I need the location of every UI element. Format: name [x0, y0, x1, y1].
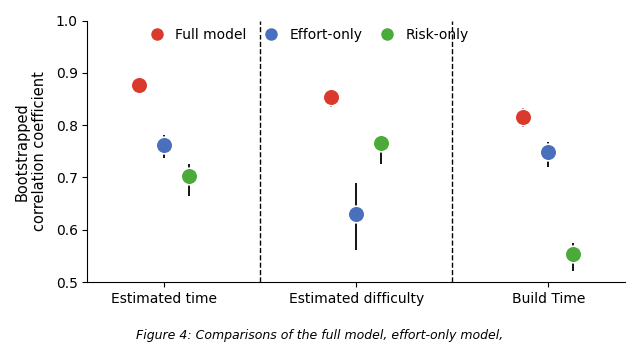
Legend: Full model, Effort-only, Risk-only: Full model, Effort-only, Risk-only	[138, 22, 474, 47]
Y-axis label: Bootstrapped
correlation coefficient: Bootstrapped correlation coefficient	[15, 71, 47, 231]
Text: Figure 4: Comparisons of the full model, effort-only model,: Figure 4: Comparisons of the full model,…	[136, 328, 504, 342]
